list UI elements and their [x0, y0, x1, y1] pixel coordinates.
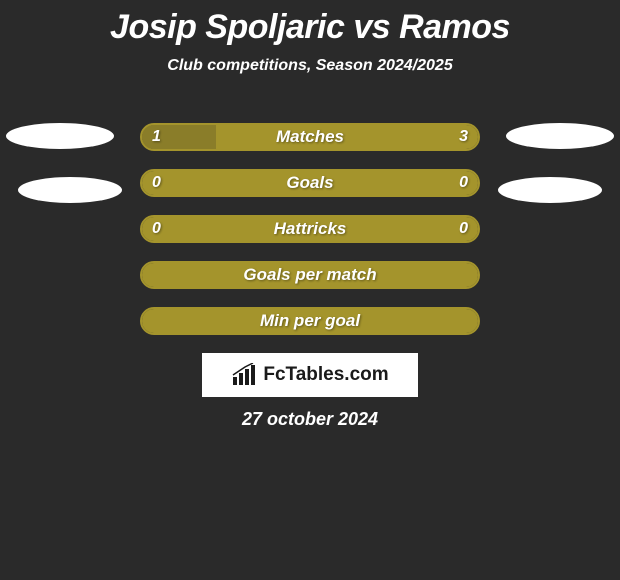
- bar-goals: 0 Goals 0: [140, 169, 480, 197]
- bar-label: Hattricks: [142, 217, 478, 241]
- bar-value-right: 0: [459, 217, 468, 241]
- stats-bars: 1 Matches 3 0 Goals 0 0 Hattricks 0 Goal…: [140, 123, 480, 353]
- bar-label: Goals per match: [142, 263, 478, 287]
- bar-hattricks: 0 Hattricks 0: [140, 215, 480, 243]
- player-right-oval-1: [506, 123, 614, 149]
- logo-box: FcTables.com: [202, 353, 418, 397]
- player-right-oval-2: [498, 177, 602, 203]
- logo-chart-icon: [231, 363, 259, 387]
- player-left-oval-1: [6, 123, 114, 149]
- bar-min-per-goal: Min per goal: [140, 307, 480, 335]
- bar-matches: 1 Matches 3: [140, 123, 480, 151]
- bar-label: Goals: [142, 171, 478, 195]
- bar-value-right: 0: [459, 171, 468, 195]
- page-title: Josip Spoljaric vs Ramos: [0, 0, 620, 47]
- bar-label: Matches: [142, 125, 478, 149]
- logo-text: FcTables.com: [263, 364, 388, 386]
- date-label: 27 october 2024: [0, 409, 620, 430]
- bar-label: Min per goal: [142, 309, 478, 333]
- bar-goals-per-match: Goals per match: [140, 261, 480, 289]
- page-subtitle: Club competitions, Season 2024/2025: [0, 57, 620, 75]
- player-left-oval-2: [18, 177, 122, 203]
- bar-value-right: 3: [459, 125, 468, 149]
